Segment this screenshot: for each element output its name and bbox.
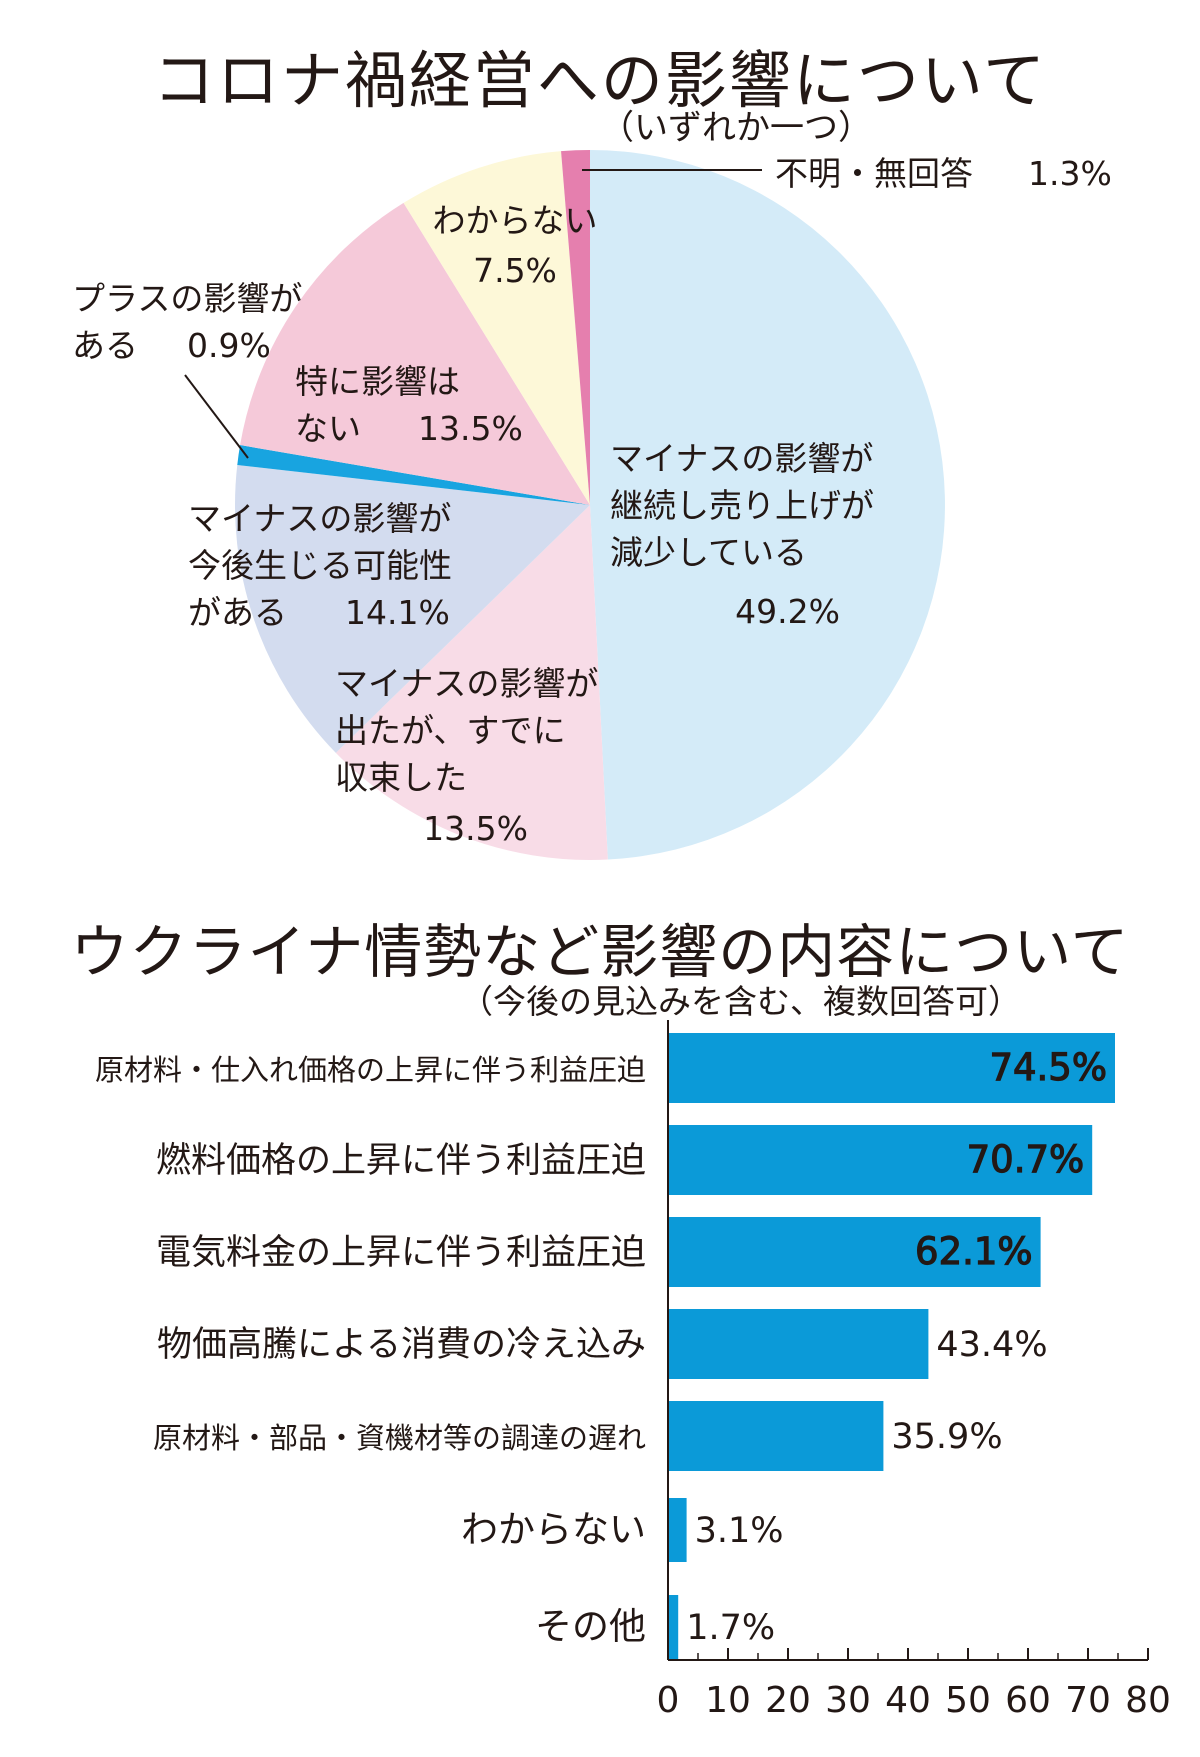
bar-category-label: 物価高騰による消費の冷え込み [157,1325,646,1365]
pie-chart: マイナスの影響が継続し売り上げが減少している49.2%マイナスの影響が出たが、す… [72,150,1112,860]
leader-line-positive [184,374,249,459]
pie-value-6: 1.3% [1028,154,1112,193]
bar-value-label: 35.9% [891,1417,1002,1457]
pie-label-4: ない [295,409,361,448]
bar-value-label: 43.4% [936,1325,1047,1365]
bar-1 [668,1125,1093,1195]
bar-category-label: 電気料金の上昇に伴う利益圧迫 [156,1233,646,1273]
pie-value-2: 14.1% [345,593,450,632]
pie-label-1: 収束した [335,758,467,797]
bar-3 [668,1309,929,1379]
pie-value-1: 13.5% [423,809,528,848]
bar-0 [668,1033,1115,1103]
pie-slice-3 [237,445,590,505]
x-tick-label: 10 [705,1680,751,1721]
bar-value-label: 1.7% [686,1608,775,1648]
bar-value-label: 74.5% [989,1046,1107,1089]
pie-label-6: 不明・無回答 [775,154,973,193]
x-tick-label: 80 [1125,1680,1171,1721]
bar-value-label: 70.7% [967,1138,1085,1181]
pie-label-3: ある [72,326,138,365]
bar-category-label: その他 [535,1605,646,1648]
pie-chart-subtitle: （いずれか一つ） [600,108,872,148]
pie-chart-title: コロナ禍経営への影響について [152,44,1048,117]
bar-category-label: 燃料価格の上昇に伴う利益圧迫 [156,1141,646,1181]
bar-4 [668,1401,884,1471]
x-tick-label: 60 [1005,1680,1051,1721]
bar-category-label: 原材料・部品・資機材等の調達の遅れ [153,1421,646,1455]
pie-label-2: マイナスの影響が [188,499,451,538]
bar-chart-title: ウクライナ情勢など影響の内容について [70,918,1130,986]
pie-label-5: わからない [433,201,598,240]
x-tick-label: 0 [657,1680,680,1721]
pie-label-2: がある [188,593,287,632]
pie-value-5: 7.5% [473,251,557,290]
pie-label-4: 特に影響は [295,362,460,401]
bar-5 [668,1498,687,1562]
bar-6 [668,1595,679,1659]
pie-slice-4 [240,202,590,505]
pie-slice-0 [590,150,945,860]
bar-chart-subtitle: （今後の見込みを含む、複数回答可） [460,982,1021,1021]
pie-label-0: マイナスの影響が [610,439,873,478]
bar-category-label: わからない [461,1508,646,1551]
x-tick-label: 70 [1065,1680,1111,1721]
bar-category-label: 原材料・仕入れ価格の上昇に伴う利益圧迫 [95,1053,646,1087]
pie-slice-2 [235,464,590,753]
bar-chart: 原材料・仕入れ価格の上昇に伴う利益圧迫 74.5% 燃料価格の上昇に伴う利益圧迫 70… [95,1020,1171,1721]
pie-value-4: 13.5% [418,409,523,448]
pie-label-1: マイナスの影響が [335,664,598,703]
pie-label-0: 減少している [610,533,807,572]
pie-label-3: プラスの影響が [72,279,302,318]
bar-2 [668,1217,1041,1287]
x-tick-label: 40 [885,1680,931,1721]
bar-value-label: 3.1% [695,1511,784,1551]
x-tick-label: 20 [765,1680,811,1721]
pie-slice-6 [561,150,590,505]
pie-value-3: 0.9% [187,326,271,365]
pie-label-1: 出たが、すでに [335,711,566,750]
x-tick-label: 30 [825,1680,871,1721]
pie-label-0: 継続し売り上げが [610,486,874,525]
pie-value-0: 49.2% [735,592,840,631]
pie-label-2: 今後生じる可能性 [188,546,452,585]
bar-value-label: 62.1% [915,1230,1033,1273]
pie-slice-1 [335,505,608,860]
pie-slice-5 [403,151,590,505]
x-tick-label: 50 [945,1680,991,1721]
